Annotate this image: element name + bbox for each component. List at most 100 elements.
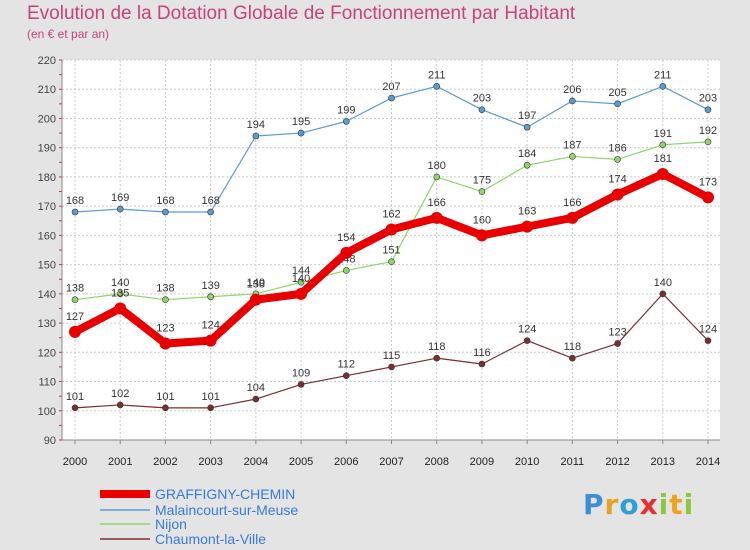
legend-label: Chaumont-la-Ville	[155, 531, 266, 547]
data-label: 174	[608, 173, 626, 185]
data-point	[521, 220, 534, 233]
data-point	[388, 258, 395, 265]
data-label: 140	[247, 277, 265, 289]
data-point	[614, 100, 621, 108]
y-tick-label: 200	[38, 113, 56, 125]
data-point	[252, 132, 260, 140]
x-tick-label: 2011	[561, 456, 585, 468]
data-point	[116, 290, 124, 298]
y-tick-label: 90	[44, 435, 56, 447]
data-label: 168	[156, 195, 174, 207]
data-point	[295, 287, 308, 300]
data-label: 140	[292, 273, 310, 285]
data-point	[614, 340, 621, 347]
x-tick-label: 2009	[470, 456, 494, 468]
data-point	[71, 296, 79, 303]
data-label: 163	[518, 206, 536, 218]
data-point	[433, 354, 441, 362]
data-label: 123	[608, 327, 626, 339]
y-tick-label: 100	[38, 406, 56, 418]
data-point	[204, 334, 217, 347]
data-point	[162, 404, 169, 412]
data-label: 101	[66, 391, 84, 403]
x-tick-label: 2005	[289, 456, 313, 468]
legend-label: Nijon	[155, 516, 187, 532]
data-label: 160	[473, 214, 491, 226]
data-point	[704, 106, 712, 113]
series-chaumont-la-ville: 101 102 101 101 104 109 112 115 118 116 124 118 123 1…	[66, 277, 717, 412]
data-point	[162, 296, 169, 303]
data-point	[478, 360, 486, 368]
data-point	[523, 161, 531, 169]
data-label: 166	[428, 197, 446, 209]
y-tick-label: 110	[38, 377, 56, 389]
data-point	[704, 337, 712, 344]
data-point	[162, 208, 169, 216]
x-tick-label: 2012	[605, 456, 629, 468]
data-label: 109	[292, 367, 310, 379]
data-label: 186	[608, 142, 626, 154]
data-label: 211	[428, 69, 446, 81]
data-label: 205	[608, 87, 626, 99]
data-label: 191	[654, 128, 672, 140]
data-label: 116	[473, 347, 491, 359]
x-tick-label: 2010	[515, 456, 539, 468]
data-point	[297, 278, 305, 286]
data-point	[340, 246, 353, 259]
data-point	[342, 118, 350, 125]
data-label: 144	[292, 265, 310, 277]
legend-label: Malaincourt-sur-Meuse	[155, 502, 298, 518]
y-tick-label: 190	[38, 143, 56, 155]
data-point	[433, 173, 441, 181]
data-label: 195	[292, 116, 310, 128]
data-point	[252, 395, 260, 403]
data-point	[569, 97, 576, 105]
data-point	[523, 123, 531, 131]
x-tick-label: 2000	[63, 456, 87, 468]
data-label: 138	[156, 283, 174, 295]
data-point	[614, 156, 621, 163]
data-label: 206	[563, 84, 581, 96]
data-label: 138	[66, 283, 84, 295]
data-label: 173	[699, 176, 717, 188]
x-tick-label: 2001	[108, 456, 132, 468]
data-point	[69, 325, 81, 338]
data-label: 124	[518, 324, 536, 336]
data-label: 154	[337, 232, 355, 244]
x-tick-label: 2004	[244, 456, 268, 468]
data-point	[114, 302, 127, 315]
data-point	[475, 229, 488, 242]
data-label: 101	[201, 391, 219, 403]
data-label: 118	[428, 341, 446, 353]
data-point	[385, 223, 398, 236]
data-point	[611, 188, 624, 201]
data-label: 199	[337, 104, 355, 116]
data-point	[71, 208, 79, 216]
data-point	[702, 191, 714, 204]
data-label: 184	[518, 148, 536, 160]
data-point	[704, 138, 712, 146]
y-tick-label: 130	[38, 318, 56, 330]
data-label: 112	[338, 359, 356, 371]
data-label: 203	[473, 93, 491, 105]
data-point	[297, 129, 305, 137]
data-point	[388, 94, 395, 102]
data-point	[659, 290, 667, 298]
y-tick-label: 140	[38, 289, 56, 301]
data-label: 124	[699, 324, 717, 336]
data-label: 127	[66, 311, 84, 323]
data-label: 101	[156, 391, 174, 403]
legend-label: GRAFFIGNY-CHEMIN	[155, 486, 295, 502]
data-point	[207, 208, 214, 216]
x-tick-label: 2006	[334, 456, 358, 468]
data-label: 181	[654, 153, 672, 165]
data-label: 151	[382, 245, 400, 257]
grid	[62, 59, 720, 441]
data-point	[342, 372, 350, 379]
x-tick-label: 2008	[424, 456, 448, 468]
data-point	[478, 106, 486, 113]
data-label: 168	[66, 195, 84, 207]
legend: GRAFFIGNY-CHEMINMalaincourt-sur-MeuseNij…	[100, 486, 298, 547]
y-tick-label: 220	[38, 55, 56, 67]
